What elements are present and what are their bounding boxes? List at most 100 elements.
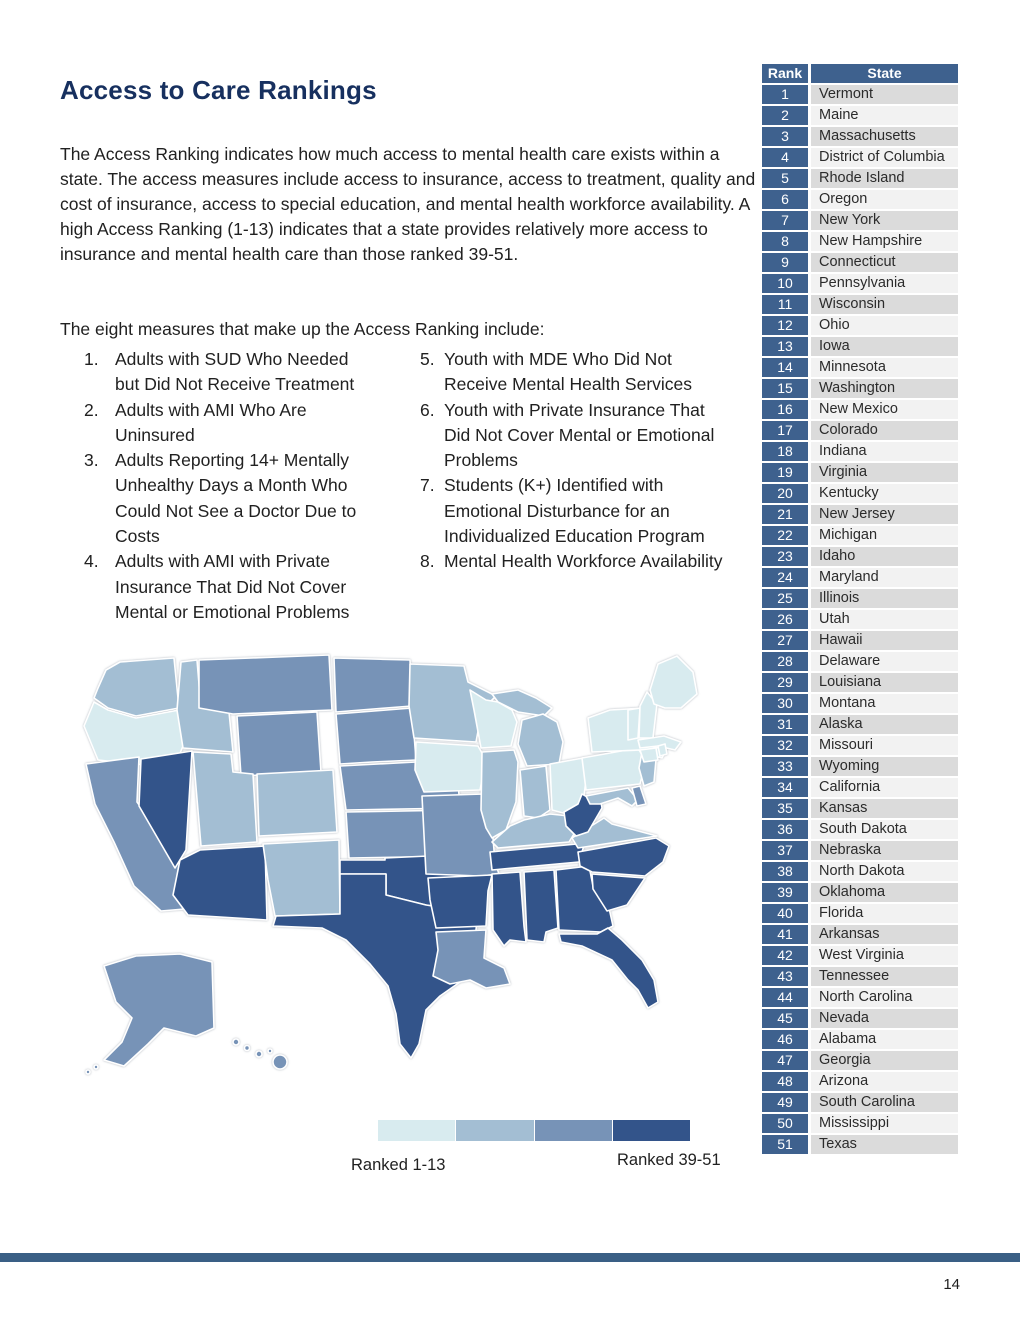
state-cell: Utah [811, 610, 958, 629]
state-cell: New Mexico [811, 400, 958, 419]
state-north-dakota [333, 657, 413, 713]
table-row: 42 West Virginia [762, 946, 958, 965]
table-row: 5 Rhode Island [762, 169, 958, 188]
measure-text: Students (K+) Identified with Emotional … [444, 475, 705, 547]
measure-number: 8. [420, 551, 435, 572]
rank-cell: 23 [762, 547, 808, 566]
table-row: 41 Arkansas [762, 925, 958, 944]
rank-cell: 27 [762, 631, 808, 650]
state-louisiana [432, 929, 511, 989]
rank-cell: 35 [762, 799, 808, 818]
state-cell: Kentucky [811, 484, 958, 503]
state-alaska [103, 953, 215, 1067]
state-cell: Massachusetts [811, 127, 958, 146]
state-cell: Illinois [811, 589, 958, 608]
measure-item: 7. Students (K+) Identified with Emotiona… [420, 473, 730, 549]
rank-cell: 37 [762, 841, 808, 860]
rank-cell: 46 [762, 1030, 808, 1049]
rank-cell: 9 [762, 253, 808, 272]
state-idaho [176, 659, 234, 753]
table-row: 50 Mississippi [762, 1114, 958, 1133]
rank-cell: 5 [762, 169, 808, 188]
rankings-table: Rank State 1 Vermont 2 Maine 3 Massachusetts 4… [762, 64, 958, 1156]
rank-cell: 3 [762, 127, 808, 146]
rank-cell: 2 [762, 106, 808, 125]
state-cell: Ohio [811, 316, 958, 335]
measure-text: Youth with Private Insurance That Did No… [444, 399, 715, 471]
rank-cell: 10 [762, 274, 808, 293]
legend-label-low: Ranked 1-13 [351, 1156, 446, 1174]
table-row: 48 Arizona [762, 1072, 958, 1091]
state-hawaii-island [243, 1044, 251, 1052]
intro-paragraph: The Access Ranking indicates how much ac… [60, 143, 756, 265]
state-cell: South Carolina [811, 1093, 958, 1112]
table-row: 36 South Dakota [762, 820, 958, 839]
state-maryland [585, 787, 639, 807]
table-row: 44 North Carolina [762, 988, 958, 1007]
measure-text: Adults with AMI Who Are Uninsured [115, 399, 307, 445]
state-cell: Iowa [811, 337, 958, 356]
table-row: 9 Connecticut [762, 253, 958, 272]
rank-cell: 43 [762, 967, 808, 986]
table-row: 27 Hawaii [762, 631, 958, 650]
state-hawaii-island [232, 1038, 240, 1046]
table-row: 8 New Hampshire [762, 232, 958, 251]
rank-cell: 36 [762, 820, 808, 839]
measure-item: 1. Adults with SUD Who Needed but Did Not… [84, 347, 376, 398]
table-row: 46 Alabama [762, 1030, 958, 1049]
state-rhode-island [657, 743, 668, 757]
measure-text: Adults with AMI with Private Insurance T… [115, 551, 350, 622]
us-access-ranking-map [40, 648, 730, 1108]
state-cell: Pennsylvania [811, 274, 958, 293]
table-row: 49 South Carolina [762, 1093, 958, 1112]
state-cell: Georgia [811, 1051, 958, 1070]
state-cell: Arizona [811, 1072, 958, 1091]
measure-item: 8. Mental Health Workforce Availability [420, 549, 730, 574]
state-wisconsin [469, 689, 518, 749]
table-row: 37 Nebraska [762, 841, 958, 860]
measure-number: 4. [84, 551, 99, 572]
state-cell: South Dakota [811, 820, 958, 839]
state-cell: Alaska [811, 715, 958, 734]
table-row: 28 Delaware [762, 652, 958, 671]
rank-cell: 26 [762, 610, 808, 629]
state-cell: Maine [811, 106, 958, 125]
state-hawaii-island [272, 1054, 288, 1070]
state-cell: Hawaii [811, 631, 958, 650]
state-cell: Louisiana [811, 673, 958, 692]
table-row: 33 Wyoming [762, 757, 958, 776]
table-row: 11 Wisconsin [762, 295, 958, 314]
state-north-carolina [577, 837, 670, 877]
table-row: 29 Louisiana [762, 673, 958, 692]
measure-number: 3. [84, 450, 99, 471]
rank-cell: 33 [762, 757, 808, 776]
state-massachusetts [637, 735, 682, 751]
state-cell: Michigan [811, 526, 958, 545]
rank-cell: 7 [762, 211, 808, 230]
state-cell: New Jersey [811, 505, 958, 524]
rank-cell: 15 [762, 379, 808, 398]
rank-header-cell: Rank [762, 64, 808, 83]
rank-cell: 1 [762, 85, 808, 104]
map-legend-bar [378, 1120, 690, 1141]
measure-text: Mental Health Workforce Availability [444, 551, 723, 572]
state-mississippi [491, 871, 527, 947]
state-cell: Arkansas [811, 925, 958, 944]
rank-cell: 4 [762, 148, 808, 167]
state-cell: West Virginia [811, 946, 958, 965]
state-michigan-lower [517, 713, 564, 767]
rank-cell: 22 [762, 526, 808, 545]
table-row: 47 Georgia [762, 1051, 958, 1070]
state-cell: California [811, 778, 958, 797]
state-cell: Virginia [811, 463, 958, 482]
table-row: 17 Colorado [762, 421, 958, 440]
state-cell: Alabama [811, 1030, 958, 1049]
state-header-cell: State [811, 64, 958, 83]
state-cell: Wisconsin [811, 295, 958, 314]
legend-swatch-tier1 [378, 1120, 456, 1141]
rank-cell: 16 [762, 400, 808, 419]
measure-text: Adults with SUD Who Needed but Did Not R… [115, 349, 355, 395]
legend-swatch-tier4 [612, 1120, 690, 1141]
measure-number: 2. [84, 399, 99, 420]
table-row: 2 Maine [762, 106, 958, 125]
